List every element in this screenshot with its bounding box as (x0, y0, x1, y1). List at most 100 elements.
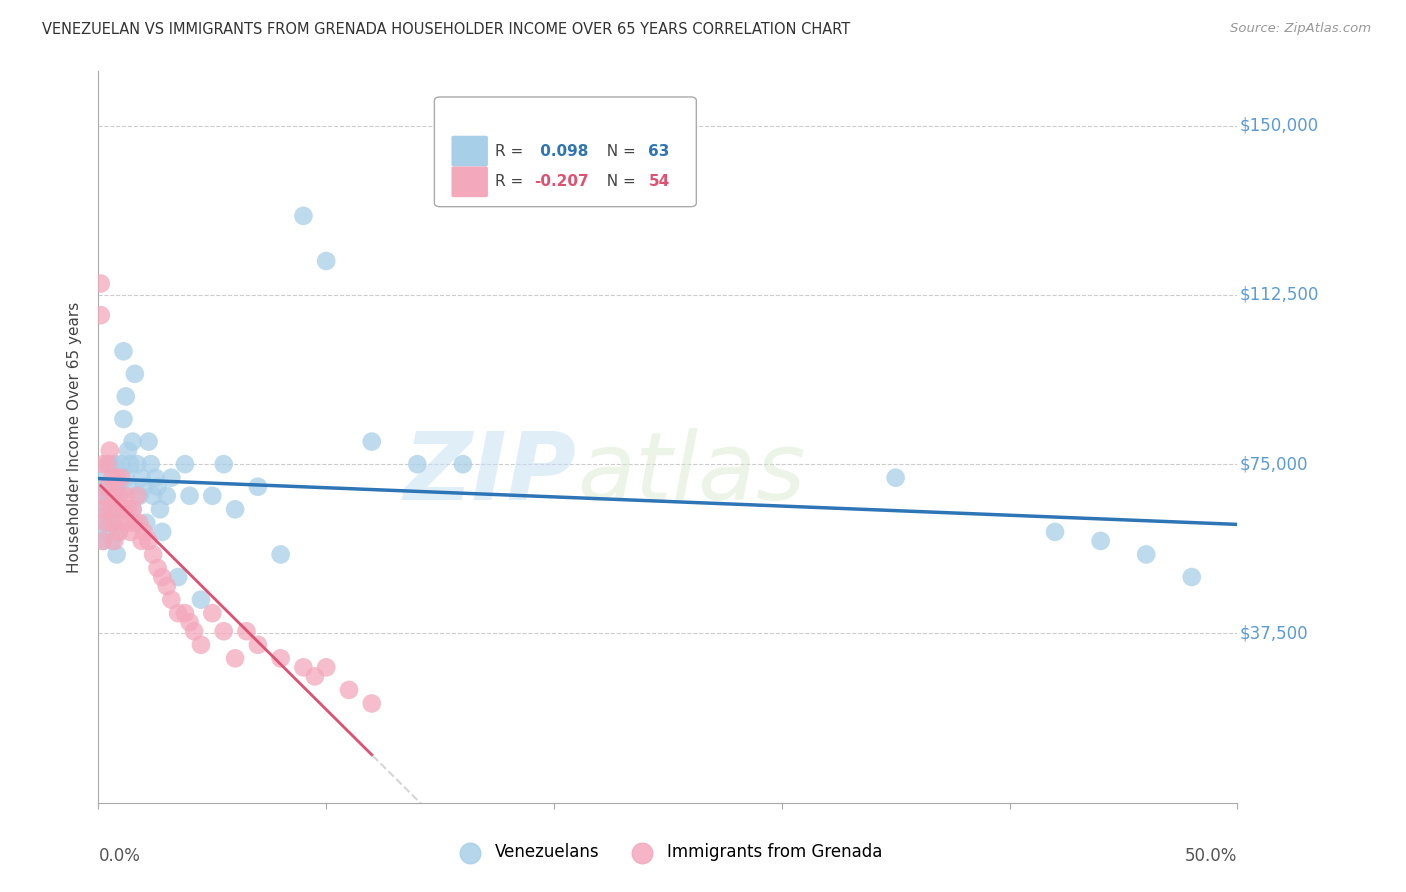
Point (90, 489, 112, 503)
Point (103, 489, 125, 503)
Point (201, 489, 224, 503)
Point (127, 457, 149, 471)
Point (160, 471, 183, 485)
Point (235, 624, 257, 639)
Point (98, 489, 121, 503)
Point (150, 524, 173, 539)
Point (190, 592, 212, 607)
Point (292, 660, 315, 674)
Point (98, 443, 121, 458)
Point (96, 480, 118, 494)
Point (108, 524, 131, 539)
Point (91, 533, 114, 548)
Point (131, 471, 153, 485)
Text: 63: 63 (648, 144, 669, 159)
Point (174, 606, 197, 620)
Point (117, 516, 139, 530)
Point (91, 471, 114, 485)
Point (90, 277, 112, 291)
Point (96, 516, 118, 530)
Text: Source: ZipAtlas.com: Source: ZipAtlas.com (1230, 22, 1371, 36)
Text: $37,500: $37,500 (1240, 624, 1308, 642)
Text: 0.0%: 0.0% (98, 847, 141, 864)
Point (112, 412, 135, 426)
Text: $150,000: $150,000 (1240, 117, 1319, 135)
Point (98, 502, 121, 516)
Point (167, 570, 190, 584)
Point (120, 457, 142, 471)
Text: $112,500: $112,500 (1240, 285, 1319, 304)
Text: -0.207: -0.207 (534, 174, 589, 189)
Text: R =: R = (495, 144, 527, 159)
Point (98, 457, 121, 471)
Point (124, 367, 146, 381)
Point (884, 471, 907, 485)
Text: ZIP: ZIP (404, 427, 576, 520)
Point (110, 471, 132, 485)
Point (179, 489, 201, 503)
Point (127, 489, 149, 503)
Point (156, 489, 179, 503)
Point (174, 457, 197, 471)
Point (90, 511, 112, 525)
Point (114, 471, 136, 485)
Point (96, 457, 118, 471)
Point (108, 489, 131, 503)
Point (150, 570, 173, 584)
Point (337, 682, 360, 697)
Point (121, 502, 143, 516)
Text: $75,000: $75,000 (1240, 455, 1308, 473)
Point (105, 471, 128, 485)
Point (304, 669, 326, 683)
Point (190, 638, 212, 652)
Point (315, 254, 337, 268)
Text: R =: R = (495, 174, 527, 189)
Point (270, 651, 292, 665)
Point (224, 651, 246, 665)
Point (105, 502, 128, 516)
Text: atlas: atlas (576, 428, 806, 519)
Point (105, 480, 128, 494)
Point (406, 457, 429, 471)
Point (451, 457, 474, 471)
Point (128, 516, 150, 530)
Point (1043, 524, 1066, 539)
Point (360, 434, 382, 449)
Point (103, 533, 125, 548)
Legend: Venezuelans, Immigrants from Grenada: Venezuelans, Immigrants from Grenada (447, 837, 889, 868)
Point (117, 502, 139, 516)
Point (179, 615, 201, 630)
Point (94, 524, 117, 539)
Text: N =: N = (598, 144, 641, 159)
Point (114, 489, 136, 503)
Point (128, 489, 150, 503)
Point (108, 489, 131, 503)
Point (96, 480, 118, 494)
Point (138, 533, 160, 548)
Text: 54: 54 (648, 174, 669, 189)
Point (103, 457, 125, 471)
FancyBboxPatch shape (451, 167, 488, 197)
Point (183, 624, 205, 639)
Point (139, 457, 162, 471)
Point (246, 638, 269, 652)
Point (246, 480, 269, 494)
Point (108, 524, 131, 539)
Point (160, 592, 183, 607)
Point (101, 471, 124, 485)
Point (91, 502, 114, 516)
Point (105, 548, 128, 562)
Point (94, 489, 117, 503)
Point (114, 389, 136, 403)
Point (167, 606, 190, 620)
Text: 50.0%: 50.0% (1185, 847, 1237, 864)
Point (135, 516, 157, 530)
Point (292, 209, 315, 223)
FancyBboxPatch shape (451, 136, 488, 167)
Point (103, 502, 125, 516)
Point (1181, 570, 1204, 584)
Point (117, 443, 139, 458)
Point (131, 533, 153, 548)
Point (94, 516, 117, 530)
Point (101, 516, 124, 530)
